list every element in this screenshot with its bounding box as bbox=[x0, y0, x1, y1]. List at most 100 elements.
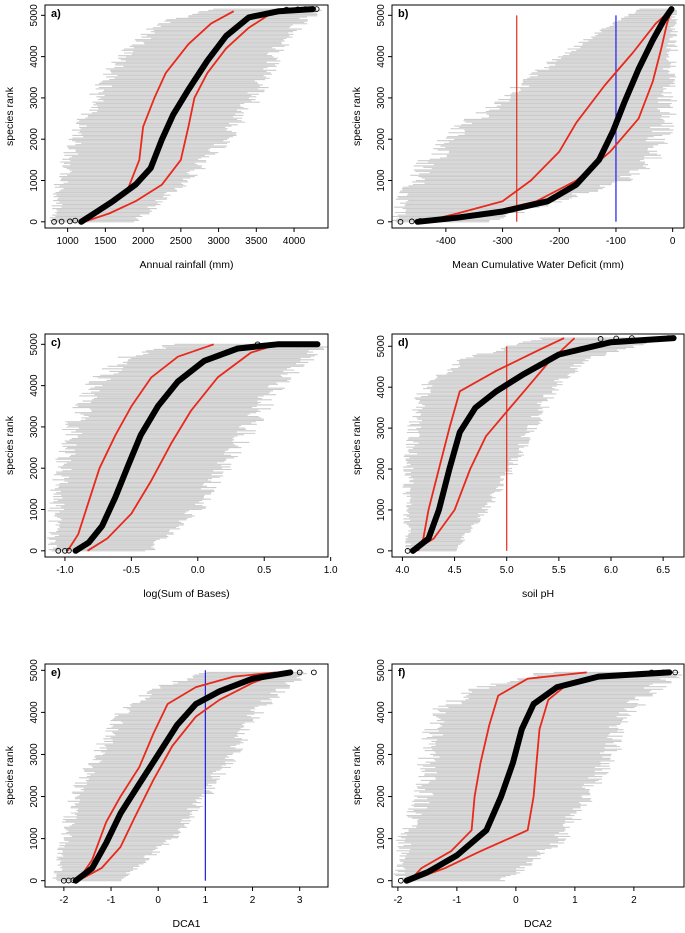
panel-a: a) 1000 1500 2000 2500 3000 3500 4000 0 1000 2000 3… bbox=[4, 4, 329, 271]
median-curve bbox=[403, 669, 673, 884]
outlier-point bbox=[314, 341, 321, 348]
y-tick-label: 4000 bbox=[29, 374, 40, 397]
y-tick-label: 3000 bbox=[376, 417, 387, 440]
outlier-point bbox=[294, 341, 301, 348]
y-tick-label: 4000 bbox=[376, 701, 387, 724]
x-tick-label: 4.0 bbox=[395, 565, 409, 576]
y-tick-label: 1000 bbox=[29, 498, 40, 521]
x-tick-label: 4.5 bbox=[448, 565, 462, 576]
envelope-a bbox=[49, 8, 322, 223]
panel-label: f) bbox=[398, 667, 406, 679]
outlier-point bbox=[597, 336, 604, 342]
x-tick-label: 1 bbox=[572, 895, 578, 906]
x-tick-label: -2 bbox=[59, 895, 68, 906]
y-axis-label: species rank bbox=[351, 745, 363, 805]
y-tick-label: 1000 bbox=[376, 827, 387, 850]
x-tick-label: 1500 bbox=[94, 236, 117, 247]
quantile-curve-lower bbox=[77, 671, 282, 882]
y-axis-label: species rank bbox=[4, 86, 16, 146]
outlier-point bbox=[302, 6, 309, 12]
outlier-point bbox=[67, 218, 73, 225]
quantile-curve-upper bbox=[417, 337, 565, 552]
panel-label: a) bbox=[51, 8, 61, 20]
outlier-point bbox=[274, 341, 281, 348]
x-tick-label: -200 bbox=[549, 236, 569, 247]
median-curve bbox=[72, 341, 321, 554]
plot-frame bbox=[391, 4, 685, 229]
y-axis-label: species rank bbox=[351, 86, 363, 146]
x-tick-label: 2 bbox=[250, 895, 256, 906]
quantile-curve-lower bbox=[412, 337, 576, 552]
median-curve bbox=[78, 6, 316, 225]
quantile-curve-upper bbox=[422, 10, 671, 223]
y-tick-label: 5000 bbox=[376, 335, 387, 358]
envelope-e bbox=[52, 671, 307, 882]
y-tick-label: 1000 bbox=[376, 498, 387, 521]
y-tick-label: 4000 bbox=[29, 45, 40, 68]
y-tick-label: 2000 bbox=[376, 785, 387, 808]
panel-f: f) -2 -1 0 1 2 0 1000 2000 3000 4000 5000 DCA2 specie… bbox=[351, 659, 685, 930]
outlier-point bbox=[660, 669, 667, 676]
x-tick-label: 2500 bbox=[170, 236, 193, 247]
outlier-point bbox=[55, 547, 62, 554]
y-tick-label: 2000 bbox=[376, 128, 387, 151]
x-tick-label: 0 bbox=[513, 895, 519, 906]
panel-label: d) bbox=[398, 337, 409, 349]
quantile-curve-upper bbox=[66, 343, 214, 552]
x-axis-label: log(Sum of Bases) bbox=[143, 588, 229, 600]
x-tick-label: 5.5 bbox=[552, 565, 566, 576]
y-tick-label: 2000 bbox=[29, 128, 40, 151]
plot-area-c bbox=[47, 341, 328, 554]
plot-frame bbox=[44, 4, 329, 229]
outlier-point bbox=[397, 218, 404, 225]
outlier-point bbox=[311, 669, 317, 676]
quantile-curve-lower bbox=[409, 673, 623, 882]
x-tick-label: 2000 bbox=[132, 236, 155, 247]
envelope-b bbox=[392, 8, 679, 223]
y-tick-label: 3000 bbox=[29, 415, 40, 438]
quantile-curve-lower bbox=[87, 343, 278, 552]
x-tick-label: 1 bbox=[203, 895, 209, 906]
outlier-point bbox=[672, 669, 679, 676]
x-axis-label: DCA2 bbox=[524, 918, 552, 930]
plot-area-f bbox=[393, 669, 683, 884]
y-tick-label: 5000 bbox=[376, 4, 387, 27]
y-tick-label: 4000 bbox=[376, 45, 387, 68]
panel-b: b) -400 -300 -200 -100 0 0 1000 2000 3000 4000 5000… bbox=[351, 4, 685, 271]
y-tick-label: 0 bbox=[29, 877, 40, 883]
x-tick-label: -400 bbox=[436, 236, 456, 247]
outlier-point bbox=[51, 218, 57, 225]
outlier-point bbox=[296, 669, 303, 676]
median-curve bbox=[414, 6, 675, 225]
median-curve bbox=[72, 669, 294, 884]
y-tick-label: 3000 bbox=[29, 86, 40, 109]
y-tick-label: 5000 bbox=[29, 659, 40, 682]
outlier-point bbox=[613, 335, 620, 342]
quantile-curve-lower bbox=[83, 12, 272, 223]
x-tick-label: -2 bbox=[393, 895, 402, 906]
x-tick-label: 3500 bbox=[245, 236, 268, 247]
y-axis-label: species rank bbox=[4, 745, 16, 805]
panel-c: c) -1.0 -0.5 0.0 0.5 1.0 0 1000 2000 3000 4000 5000… bbox=[4, 333, 338, 600]
quantile-curve-upper bbox=[409, 671, 587, 882]
x-tick-label: -0.5 bbox=[123, 565, 141, 576]
outlier-point bbox=[629, 335, 635, 341]
y-tick-label: 0 bbox=[376, 877, 387, 883]
plot-frame bbox=[44, 333, 329, 558]
panel-label: c) bbox=[51, 337, 61, 349]
y-tick-label: 0 bbox=[376, 548, 387, 554]
x-tick-label: 1000 bbox=[57, 236, 80, 247]
y-axis-label: species rank bbox=[4, 415, 16, 475]
median-curve bbox=[409, 335, 677, 554]
y-tick-label: 5000 bbox=[376, 659, 387, 682]
y-tick-label: 5000 bbox=[29, 4, 40, 27]
panel-d: d) 4.0 4.5 5.0 5.5 6.0 6.5 0 1000 2000 3000 4000 500… bbox=[351, 333, 685, 600]
outlier-point bbox=[417, 218, 424, 224]
x-tick-label: 2 bbox=[631, 895, 637, 906]
x-axis-label: Annual rainfall (mm) bbox=[140, 259, 234, 271]
outlier-point bbox=[403, 877, 410, 884]
x-tick-label: 0 bbox=[670, 236, 676, 247]
outlier-point bbox=[70, 877, 77, 884]
outlier-point bbox=[310, 6, 316, 12]
